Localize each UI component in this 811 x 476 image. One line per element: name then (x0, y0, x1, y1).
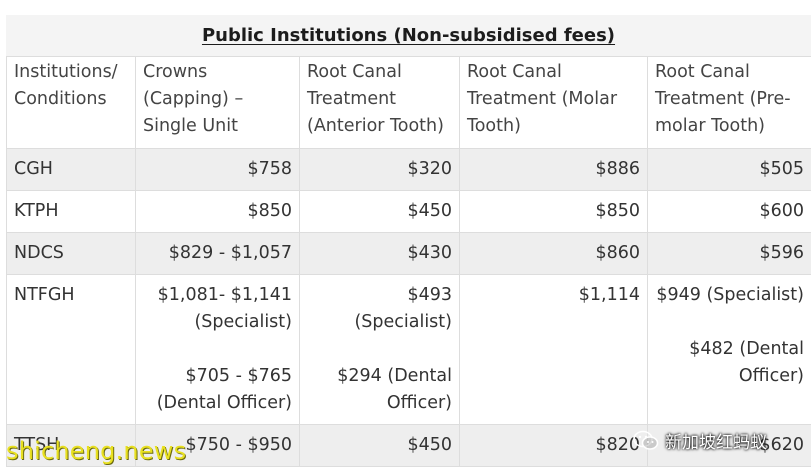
header-line: (Capping) – (143, 89, 244, 109)
header-line: Root Canal (307, 62, 402, 82)
header-line: Root Canal (655, 62, 750, 82)
premolar-cell: $949 (Specialist) $482 (Dental Officer) (647, 274, 811, 425)
header-line: Conditions (14, 89, 107, 109)
cell-spacer (143, 336, 292, 363)
anterior-cell: $430 (299, 232, 460, 275)
molar-cell: $860 (459, 232, 648, 275)
header-line: Single Unit (143, 116, 238, 136)
institution-cell: KTPH (6, 190, 136, 233)
table-row: KTPH $850 $450 $850 $600 (6, 190, 811, 233)
institution-cell: CGH (6, 148, 136, 191)
table-row: NTFGH $1,081- $1,141 (Specialist) $705 -… (6, 274, 811, 425)
cell-spacer (307, 336, 452, 363)
anterior-cell: $493 (Specialist) $294 (Dental Officer) (299, 274, 460, 425)
institution-cell: NTFGH (6, 274, 136, 425)
header-institutions: Institutions/ Conditions (6, 56, 136, 149)
crowns-cell: $850 (135, 190, 300, 233)
header-anterior: Root Canal Treatment (Anterior Tooth) (299, 56, 460, 149)
cell-spacer (655, 309, 804, 336)
anterior-cell: $450 (299, 190, 460, 233)
wechat-badge: 新加坡红蚂蚁 (633, 428, 767, 453)
wechat-account-name: 新加坡红蚂蚁 (665, 433, 767, 453)
crowns-cell: $1,081- $1,141 (Specialist) $705 - $765 … (135, 274, 300, 425)
premolar-dental-price: $482 (Dental (689, 339, 804, 359)
anterior-cell: $450 (299, 424, 460, 467)
anterior-cell: $320 (299, 148, 460, 191)
wechat-icon (633, 430, 659, 452)
header-line: Institutions/ (14, 62, 118, 82)
header-line: Root Canal (467, 62, 562, 82)
header-line: Treatment (307, 89, 397, 109)
institution-cell: TTSH (6, 424, 136, 467)
site-watermark: shicheng.news (6, 437, 187, 465)
anterior-dental-note: Officer) (386, 393, 452, 413)
header-line: Tooth) (467, 116, 521, 136)
header-line: (Anterior Tooth) (307, 116, 444, 136)
header-line: molar Tooth) (655, 116, 766, 136)
crowns-specialist-note: (Specialist) (194, 312, 292, 332)
anterior-specialist-price: $493 (Specialist) (354, 285, 452, 332)
premolar-cell: $600 (647, 190, 811, 233)
header-crowns: Crowns (Capping) – Single Unit (135, 56, 300, 149)
table-row: NDCS $829 - $1,057 $430 $860 $596 (6, 232, 811, 275)
crowns-dental-note: (Dental Officer) (156, 393, 292, 413)
fees-table: Institutions/ Conditions Crowns (Capping… (6, 56, 811, 467)
molar-cell: $850 (459, 190, 648, 233)
anterior-dental-price: $294 (Dental (337, 366, 452, 386)
crowns-specialist-price: $1,081- $1,141 (157, 285, 292, 305)
premolar-cell: $596 (647, 232, 811, 275)
crowns-cell: $750 - $950 (135, 424, 300, 467)
molar-cell: $1,114 (459, 274, 648, 425)
table-title: Public Institutions (Non-subsidised fees… (6, 15, 811, 57)
header-premolar: Root Canal Treatment (Pre- molar Tooth) (647, 56, 811, 149)
premolar-cell: $620 (647, 424, 811, 467)
header-line: Treatment (Pre- (655, 89, 791, 109)
molar-cell: $820 (459, 424, 648, 467)
crowns-dental-price: $705 - $765 (185, 366, 292, 386)
table-row: CGH $758 $320 $886 $505 (6, 148, 811, 191)
header-line: Treatment (Molar (467, 89, 618, 109)
crowns-cell: $758 (135, 148, 300, 191)
premolar-dental-note: Officer) (738, 366, 804, 386)
premolar-cell: $505 (647, 148, 811, 191)
header-line: Crowns (143, 62, 208, 82)
crowns-cell: $829 - $1,057 (135, 232, 300, 275)
header-row: Institutions/ Conditions Crowns (Capping… (6, 56, 811, 149)
premolar-specialist-price: $949 (Specialist) (656, 285, 804, 305)
molar-cell: $886 (459, 148, 648, 191)
header-molar: Root Canal Treatment (Molar Tooth) (459, 56, 648, 149)
table-row: TTSH $750 - $950 $450 $820 $620 (6, 424, 811, 467)
institution-cell: NDCS (6, 232, 136, 275)
